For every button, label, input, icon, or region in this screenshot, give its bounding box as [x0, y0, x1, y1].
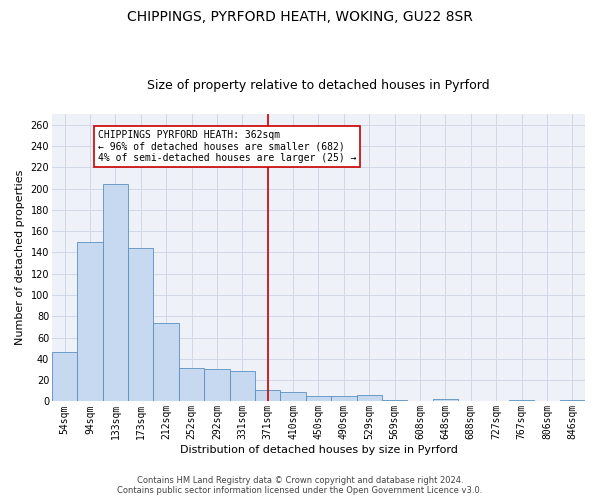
- Bar: [77, 242, 103, 402]
- Bar: [356, 395, 382, 402]
- Bar: [204, 370, 230, 402]
- Text: CHIPPINGS, PYRFORD HEATH, WOKING, GU22 8SR: CHIPPINGS, PYRFORD HEATH, WOKING, GU22 8…: [127, 10, 473, 24]
- Bar: [509, 400, 534, 402]
- Text: Contains HM Land Registry data © Crown copyright and database right 2024.
Contai: Contains HM Land Registry data © Crown c…: [118, 476, 482, 495]
- Text: CHIPPINGS PYRFORD HEATH: 362sqm
← 96% of detached houses are smaller (682)
4% of: CHIPPINGS PYRFORD HEATH: 362sqm ← 96% of…: [98, 130, 356, 163]
- Bar: [230, 370, 255, 402]
- Bar: [154, 322, 179, 402]
- Bar: [433, 400, 458, 402]
- Bar: [382, 400, 407, 402]
- Bar: [306, 396, 331, 402]
- Bar: [255, 390, 280, 402]
- Bar: [280, 392, 306, 402]
- Bar: [331, 396, 356, 402]
- Bar: [560, 400, 585, 402]
- X-axis label: Distribution of detached houses by size in Pyrford: Distribution of detached houses by size …: [179, 445, 457, 455]
- Y-axis label: Number of detached properties: Number of detached properties: [15, 170, 25, 346]
- Bar: [52, 352, 77, 402]
- Bar: [179, 368, 204, 402]
- Bar: [128, 248, 154, 402]
- Title: Size of property relative to detached houses in Pyrford: Size of property relative to detached ho…: [147, 79, 490, 92]
- Bar: [103, 184, 128, 402]
